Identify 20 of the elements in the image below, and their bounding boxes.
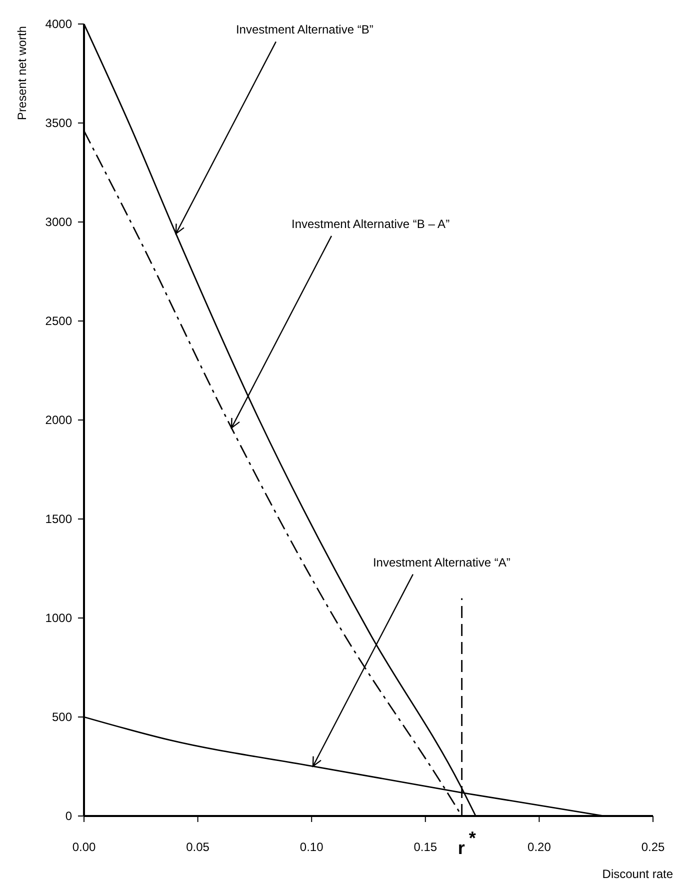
x-tick-label: 0.00 [72,840,96,854]
y-tick-label: 500 [52,710,72,724]
y-tick-label: 3500 [45,116,72,130]
annotation: Investment Alternative “B” [236,22,374,37]
y-tick-label: 1000 [45,611,72,625]
y-tick-label: 2000 [45,413,72,427]
annotation: Investment Alternative “A” [372,555,510,570]
y-tick-label: 3000 [45,215,72,229]
x-tick-label: 0.25 [641,840,665,854]
annotation: Investment Alternative “B – A” [291,216,450,231]
x-tick-label: 0.20 [528,840,552,854]
x-tick-label: 0.10 [300,840,324,854]
y-axis-title: Present net worth [15,26,29,120]
x-tick-label: 0.05 [186,840,210,854]
y-tick-label: 1500 [45,512,72,526]
y-tick-label: 2500 [45,314,72,328]
y-tick-label: 0 [65,809,72,823]
y-tick-label: 4000 [45,17,72,31]
x-axis-title: Discount rate [602,867,674,881]
x-tick-label: 0.15 [414,840,438,854]
